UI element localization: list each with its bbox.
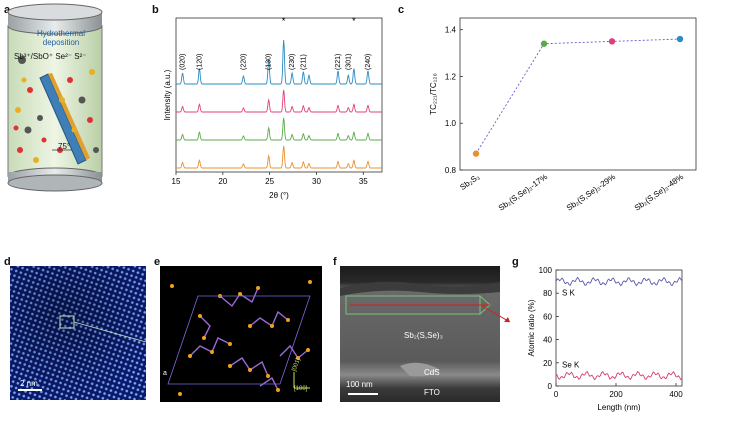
xrd-plot-frame: [175, 17, 383, 173]
xrd-pattern-line: [176, 145, 382, 169]
tc-x-tick-label: Sb₂S₃: [458, 172, 481, 192]
angle-label: 75°: [58, 142, 71, 151]
origin-label: a: [163, 370, 167, 377]
eds-y-tick-label: 60: [543, 312, 552, 321]
eds-x-tick-label: 200: [609, 390, 623, 399]
haadf-image: [10, 266, 146, 400]
ion-particles: [13, 56, 99, 163]
cross-section-image: [340, 266, 500, 402]
xrd-peak-label: (230): [289, 54, 296, 70]
xrd-x-tick-label: 30: [312, 177, 321, 186]
panel-letter-c: c: [398, 4, 405, 16]
xrd-peak-label: (120): [196, 54, 203, 70]
xrd-pattern-line: [176, 117, 382, 141]
xrd-x-tick-label: 35: [359, 177, 368, 186]
link-arrow: [481, 305, 511, 323]
xrd-peak-label: (220): [240, 54, 247, 70]
tc-x-tick-label: Sb₂(S,Se)₃-29%: [565, 172, 617, 212]
eds-y-tick-label: 80: [543, 289, 552, 298]
xrd-pattern-line: [176, 89, 382, 113]
tc-y-tick-label: 1.4: [445, 26, 457, 35]
xrd-x-tick-label: 15: [172, 177, 181, 186]
xrd-substrate-marker: *: [352, 16, 356, 26]
tc-data-point: [676, 35, 684, 43]
eds-x-tick-label: 0: [554, 390, 559, 399]
xrd-x-tick-label: 20: [218, 177, 227, 186]
tc-plot-frame: [459, 17, 697, 171]
crystal-structure: [160, 266, 322, 402]
xrd-pattern-line: [176, 39, 382, 85]
panel-letter-a: a: [4, 4, 11, 16]
tc-y-axis-label: TC₂₂₁/TC₁₂₀: [429, 73, 438, 115]
eds-line-chart: 0 20 40 60 80 100 0 200 400 Length (nm) Atomic rat…: [527, 266, 683, 412]
xrd-x-tick-label: 25: [265, 177, 274, 186]
tc-connecting-line: [475, 38, 681, 154]
xrd-peak-label: (130): [266, 54, 273, 70]
eds-y-tick-label: 40: [543, 336, 552, 345]
tc-ratio-chart: 0.8 1.0 1.2 1.4 TC₂₂₁/TC₁₂₀ Sb₂S₃ Sb₂(S,Se)₃-1…: [429, 17, 697, 213]
tc-data-point: [472, 150, 480, 157]
scalebar-f: 100 nm: [346, 380, 373, 389]
xrd-peak-label: (020): [180, 54, 187, 70]
tc-data-point: [540, 40, 548, 47]
tc-data-point: [608, 38, 616, 45]
eds-x-tick-label: 400: [669, 390, 683, 399]
tc-x-tick-label: Sb₂(S,Se)₃-17%: [497, 172, 549, 212]
panel-letter-d: d: [4, 256, 11, 268]
layer-label-cds: CdS: [424, 368, 440, 377]
xrd-peak-label: (301): [345, 54, 352, 70]
xrd-x-axis-label: 2θ (°): [269, 191, 289, 200]
xrd-y-axis-label: Intensity (a.u.): [163, 69, 172, 120]
tc-y-tick-label: 1.2: [445, 72, 457, 81]
panel-letter-e: e: [154, 256, 161, 268]
xrd-substrate-marker: *: [282, 16, 286, 26]
eds-y-tick-label: 100: [539, 266, 553, 275]
xrd-peak-label: (211): [300, 54, 307, 70]
scalebar-d: 2 nm: [20, 379, 38, 388]
tc-y-tick-label: 0.8: [445, 166, 457, 175]
eds-series-label: Se K: [562, 361, 580, 370]
reactor-label-1: Hydrothermal: [36, 29, 85, 38]
eds-series-line: [555, 370, 683, 381]
panel-letter-f: f: [333, 256, 337, 268]
eds-y-tick-label: 20: [543, 359, 552, 368]
tc-y-tick-label: 1.0: [445, 119, 457, 128]
ion-label: Sb³⁺/SbO⁺ Se²⁻ S²⁻: [14, 52, 87, 61]
xrd-peak-label: (221): [335, 54, 342, 70]
reactor-label-2: deposition: [42, 38, 80, 47]
tc-x-tick-label: Sb₂(S,Se)₃-48%: [633, 172, 685, 212]
panel-letter-b: b: [152, 4, 159, 16]
xrd-chart: 15 20 25 30 35 2θ (°) Intensity (a.u.) (020) (12…: [163, 16, 383, 200]
eds-y-tick-label: 0: [548, 382, 553, 391]
layer-label-main: Sb₂(S,Se)₃: [404, 331, 443, 340]
direction-100: [100]: [294, 386, 308, 392]
xrd-peak-label: (240): [365, 54, 372, 70]
eds-series-line: [555, 276, 683, 287]
eds-y-axis-label: Atomic ratio (%): [527, 299, 536, 356]
eds-plot-frame: [555, 269, 683, 387]
eds-series-label: S K: [562, 289, 576, 298]
eds-x-axis-label: Length (nm): [597, 403, 640, 412]
reactor-illustration: [7, 3, 103, 192]
layer-label-fto: FTO: [424, 388, 440, 397]
panel-letter-g: g: [512, 256, 519, 268]
